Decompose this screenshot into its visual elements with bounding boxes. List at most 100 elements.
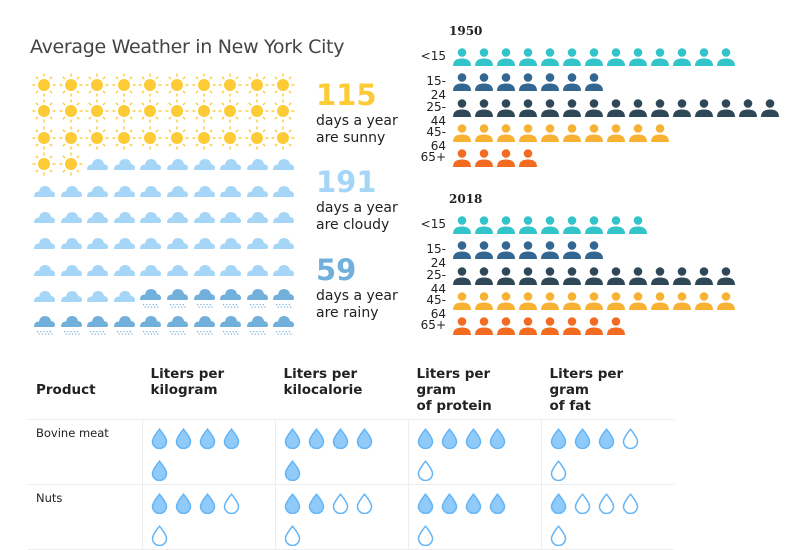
rain-cloud-icon [217, 283, 243, 309]
rating-cell [408, 419, 542, 485]
sun-icon [31, 151, 57, 177]
person-icon [583, 239, 605, 261]
sun-icon [111, 72, 137, 98]
rain-cloud-icon [244, 310, 270, 336]
stat-sunny-label: days a year are sunny [316, 113, 398, 147]
table-header-row: Product Liters per kilogram Liters per kil… [28, 362, 674, 420]
water-drop-filled-icon [308, 493, 325, 514]
cloud-icon [137, 257, 163, 283]
cloud-icon [217, 151, 243, 177]
person-icon [605, 290, 627, 312]
header-line: Liters per [150, 366, 225, 382]
age-group-label: 15-24 [426, 242, 446, 271]
water-drop-empty-icon [598, 493, 615, 514]
person-icon [583, 71, 605, 93]
person-icon [715, 46, 737, 68]
cloud-icon [244, 204, 270, 230]
person-icon [451, 265, 473, 287]
rating-cell [275, 484, 409, 550]
water-drop-filled-icon [175, 428, 192, 449]
person-icon [561, 290, 583, 312]
cloud-icon [137, 204, 163, 230]
water-drop-filled-icon [598, 428, 615, 449]
person-icon [451, 290, 473, 312]
header-line: of fat [549, 398, 591, 414]
person-icon [583, 290, 605, 312]
stat-sunny-value: 115 [316, 78, 377, 112]
sun-icon [191, 72, 217, 98]
age-group-label: 25-44 [426, 99, 446, 128]
rain-cloud-icon [58, 310, 84, 336]
age-group-label: 45-64 [426, 124, 446, 153]
rain-cloud-icon [84, 310, 110, 336]
sun-icon [164, 72, 190, 98]
sun-icon [84, 98, 110, 124]
sun-icon [244, 72, 270, 98]
water-drop-empty-icon [151, 525, 168, 546]
person-icon [605, 265, 627, 287]
person-icon [517, 46, 539, 68]
person-icon [583, 122, 605, 144]
person-icon [693, 97, 715, 119]
header-line: of protein [416, 398, 492, 414]
rain-cloud-icon [111, 310, 137, 336]
stat-cloudy-label: days a year are cloudy [316, 200, 398, 234]
water-drop-empty-icon [356, 493, 373, 514]
rating-cell [541, 419, 674, 485]
age-group-label: 45-64 [426, 292, 446, 321]
cloud-icon [84, 230, 110, 256]
cloud-icon [111, 151, 137, 177]
rain-cloud-icon [244, 283, 270, 309]
cloud-icon [164, 178, 190, 204]
water-drop-empty-icon [622, 428, 639, 449]
water-drop-empty-icon [417, 525, 434, 546]
person-icon [473, 46, 495, 68]
sun-icon [111, 125, 137, 151]
person-icon [649, 46, 671, 68]
cloud-icon [244, 151, 270, 177]
sun-icon [137, 98, 163, 124]
person-icon [561, 265, 583, 287]
column-header-liters-per-gram-protein: Liters per gram of protein [409, 362, 542, 420]
cloud-icon [164, 204, 190, 230]
cloud-icon [217, 230, 243, 256]
water-drop-filled-icon [199, 493, 216, 514]
person-icon [561, 315, 583, 337]
stat-sunny-line1: days a year [316, 113, 398, 129]
column-header-liters-per-gram-fat: Liters per gram of fat [542, 362, 675, 420]
cloud-icon [191, 204, 217, 230]
person-icon [539, 71, 561, 93]
person-icon [605, 214, 627, 236]
rain-cloud-icon [137, 283, 163, 309]
person-icon [627, 46, 649, 68]
water-drop-filled-icon [151, 460, 168, 481]
cloud-icon [111, 204, 137, 230]
cloud-icon [244, 257, 270, 283]
cloud-icon [217, 257, 243, 283]
cloud-icon [137, 178, 163, 204]
rain-cloud-icon [137, 310, 163, 336]
cloud-icon [164, 257, 190, 283]
rating-cell [142, 484, 276, 550]
cloud-icon [217, 178, 243, 204]
person-icon [473, 265, 495, 287]
table-row: Nuts [28, 484, 674, 550]
water-drop-filled-icon [284, 460, 301, 481]
person-icon [627, 214, 649, 236]
cloud-icon [84, 204, 110, 230]
cloud-icon [111, 230, 137, 256]
water-drop-filled-icon [417, 493, 434, 514]
rain-cloud-icon [270, 283, 296, 309]
water-drop-filled-icon [441, 493, 458, 514]
person-icon [583, 315, 605, 337]
water-drop-filled-icon [332, 428, 349, 449]
sun-icon [270, 98, 296, 124]
person-icon [451, 71, 473, 93]
sun-icon [58, 151, 84, 177]
water-drop-filled-icon [441, 428, 458, 449]
weather-chart-title: Average Weather in New York City [30, 36, 345, 58]
water-drop-filled-icon [284, 493, 301, 514]
person-icon [495, 147, 517, 169]
cloud-icon [31, 178, 57, 204]
age-group-label: 65+ [420, 150, 446, 165]
